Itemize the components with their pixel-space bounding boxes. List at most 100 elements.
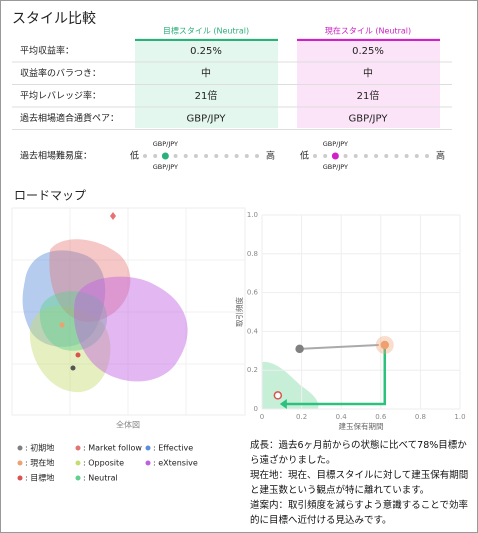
legend-swatch <box>17 445 23 451</box>
x-tick-label: 0.6 <box>375 413 387 421</box>
x-tick-label: 0.4 <box>336 413 348 421</box>
difficulty-label: 過去相場難易度： <box>20 150 92 162</box>
guide-arrowhead <box>279 399 287 409</box>
legend-swatch <box>145 460 151 466</box>
difficulty-dot <box>183 154 188 158</box>
difficulty-marker <box>331 152 339 160</box>
y-tick-label: 0.4 <box>247 327 259 335</box>
pair-label: GBP/JPY <box>153 163 178 171</box>
current-column <box>297 38 440 128</box>
neutral-area <box>39 291 108 351</box>
pair-label: GBP/JPY <box>153 140 178 148</box>
x-tick-label: 0.2 <box>296 413 307 421</box>
current-header: 現在スタイル (Neutral) <box>325 26 411 36</box>
diamond-marker <box>110 212 116 220</box>
y-tick-label: 0 <box>254 405 258 413</box>
opposite-area <box>29 306 111 393</box>
legend-swatch <box>17 475 23 481</box>
difficulty-dot <box>244 154 249 158</box>
legend-swatch <box>75 460 81 466</box>
row-label: 平均レバレッジ率： <box>20 90 101 102</box>
legend-label: : 目標地 <box>25 473 54 483</box>
target-value: 中 <box>201 67 211 80</box>
y-tick-label: 0.8 <box>247 250 258 258</box>
difficulty-dot <box>384 154 389 158</box>
low-label: 低 <box>130 150 139 162</box>
difficulty-dot <box>143 154 147 158</box>
y-axis-label: 取引頻度 <box>234 297 244 327</box>
difficulty-dot <box>353 154 358 158</box>
x-tick-label: 0 <box>260 413 264 421</box>
difficulty-dot <box>394 154 399 158</box>
difficulty-dot <box>234 154 239 158</box>
guide-arrow <box>283 344 387 406</box>
legend-label: : 現在地 <box>25 458 54 468</box>
difficulty-dot <box>374 154 379 158</box>
effective-area <box>22 250 106 347</box>
title: スタイル比較 <box>12 11 96 27</box>
extensive-area <box>73 276 188 382</box>
target-column <box>135 38 278 128</box>
overview-label: 全体図 <box>116 420 140 430</box>
pair-label: GBP/JPY <box>323 163 348 171</box>
legend-label: : Market follow <box>83 444 142 453</box>
difficulty-dot <box>323 154 328 158</box>
difficulty-dot <box>193 154 198 158</box>
overview-chart: 全体図 <box>11 207 246 430</box>
high-label: 高 <box>436 150 445 162</box>
row-label: 過去相場適合通貨ペア： <box>20 112 119 124</box>
overview-grid <box>12 208 245 415</box>
y-tick-label: 0.6 <box>247 289 259 297</box>
y-tick-label: 0.2 <box>247 366 258 374</box>
current-value: 中 <box>363 67 373 80</box>
point <box>273 391 283 400</box>
difficulty-dot <box>363 154 368 158</box>
x-axis-label: 建玉保有期間 <box>339 421 384 431</box>
difficulty-dot <box>153 154 158 158</box>
progress-arrow <box>299 343 379 350</box>
legend-label: : Opposite <box>83 459 124 468</box>
comment-line: 成長：過去6ヶ月前からの状態に比べて78%目標から遠ざかりました。 <box>250 440 467 466</box>
high-label: 高 <box>266 150 275 162</box>
difficulty-marker <box>161 152 169 160</box>
overview-target <box>75 352 81 358</box>
x-tick-label: 0.8 <box>415 413 426 421</box>
difficulty-dot <box>404 154 409 158</box>
row-label: 平均収益率： <box>20 45 74 57</box>
legend-swatch <box>75 445 81 451</box>
difficulty-dot <box>425 154 429 158</box>
difficulty-dot <box>173 154 178 158</box>
point <box>380 340 390 350</box>
point <box>295 344 304 354</box>
legend-label: : Neutral <box>83 474 118 483</box>
legend-swatch <box>17 460 23 466</box>
comment-line: 道案内：取引頻度を減らすよう意識することで効率的に目標へ近付ける見込みです。 <box>250 500 469 526</box>
target-value: 21倍 <box>195 89 218 102</box>
legend-label: : eXtensive <box>153 459 198 468</box>
y-tick-label: 1.0 <box>247 211 258 219</box>
target-value: GBP/JPY <box>187 114 227 125</box>
pair-label: GBP/JPY <box>323 140 348 148</box>
row-label: 収益率のバラつき： <box>20 67 101 79</box>
overview-initial <box>70 365 76 371</box>
difficulty-dot <box>214 154 219 158</box>
current-value: 0.25% <box>352 46 384 57</box>
difficulty-dot <box>313 154 317 158</box>
legend-label: : 初期地 <box>25 443 54 453</box>
difficulty-dot <box>204 154 209 158</box>
market-follow-area <box>49 239 131 322</box>
comment-line: 現在地：現在、目標スタイルに対して建玉保有期間と建玉数という観点が特に離れていま… <box>250 470 469 496</box>
difficulty-dot <box>343 154 348 158</box>
current-value: GBP/JPY <box>349 114 389 125</box>
difficulty-dot <box>224 154 229 158</box>
legend-swatch <box>75 475 81 481</box>
target-value: 0.25% <box>190 46 222 57</box>
legend-label: : Effective <box>153 444 193 453</box>
roadmap-title: ロードマップ <box>14 189 86 203</box>
target-header: 目標スタイル (Neutral) <box>163 26 249 36</box>
comment: 成長：過去6ヶ月前からの状態に比べて78%目標から遠ざかりました。 現在地：現在、… <box>250 438 470 528</box>
overview-current <box>59 322 65 328</box>
difficulty-dot <box>255 154 259 158</box>
